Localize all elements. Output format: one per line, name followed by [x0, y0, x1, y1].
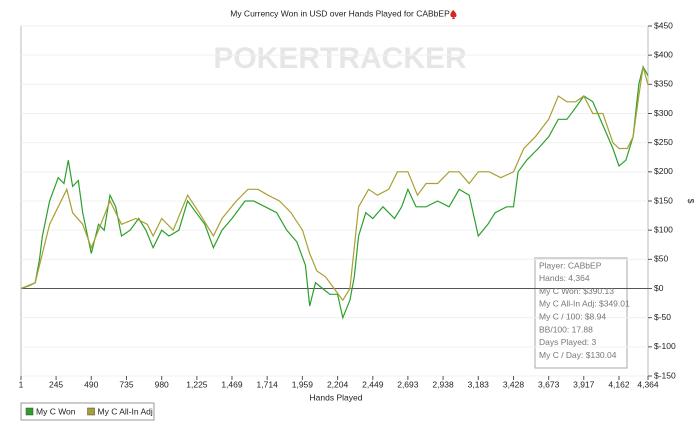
y-tick-label: $300 — [654, 108, 673, 118]
x-tick-label: 245 — [49, 379, 63, 389]
x-tick-label: 490 — [84, 379, 98, 389]
watermark: POKERTRACKER — [213, 42, 467, 75]
x-tick-label: 3,917 — [573, 379, 595, 389]
x-tick-label: 1,959 — [292, 379, 314, 389]
y-tick-label: $100 — [654, 224, 673, 234]
x-tick-label: 735 — [119, 379, 133, 389]
info-line: Days Played: 3 — [539, 337, 596, 347]
y-tick-label: $150 — [654, 195, 673, 205]
info-line: My C / Day: $130.04 — [539, 350, 617, 360]
y-tick-label: $400 — [654, 49, 673, 59]
spade-icon — [450, 10, 457, 19]
y-tick-label: $-150 — [654, 370, 676, 380]
legend-label: My C All-In Adj — [98, 406, 153, 416]
y-tick-label: $0 — [654, 283, 664, 293]
y-tick-label: $50 — [654, 254, 668, 264]
x-tick-label: 1,714 — [257, 379, 279, 389]
legend-label: My C Won — [36, 406, 76, 416]
chart-title: My Currency Won in USD over Hands Played… — [230, 8, 450, 18]
info-line: My C / 100: $8.94 — [539, 311, 606, 321]
x-tick-label: 1,225 — [186, 379, 208, 389]
x-tick-label: 3,428 — [503, 379, 525, 389]
y-tick-label: $450 — [654, 20, 673, 30]
legend-swatch — [25, 407, 34, 416]
x-tick-label: 1,469 — [221, 379, 243, 389]
y-tick-label: $-50 — [654, 312, 671, 322]
info-box — [534, 257, 628, 369]
x-tick-label: 2,938 — [432, 379, 454, 389]
legend-swatch — [87, 407, 95, 416]
info-line: Hands: 4,364 — [539, 273, 590, 283]
y-tick-label: $-100 — [654, 341, 676, 351]
info-line: BB/100: 17.88 — [539, 324, 593, 334]
x-tick-label: 2,204 — [327, 379, 349, 389]
y-tick-label: $250 — [654, 137, 673, 147]
x-tick-label: 2,693 — [397, 379, 419, 389]
x-tick-label: 1 — [19, 379, 24, 389]
x-tick-label: 2,449 — [362, 379, 384, 389]
y-tick-label: $200 — [654, 166, 673, 176]
x-axis-label: Hands Played — [310, 392, 363, 402]
x-tick-label: 3,183 — [468, 379, 490, 389]
x-tick-label: 4,364 — [637, 379, 659, 389]
info-line: My C All-In Adj: $349.01 — [539, 299, 630, 309]
info-line: Player: CABbEP — [539, 260, 602, 270]
x-tick-label: 4,162 — [608, 379, 630, 389]
series-line — [20, 66, 649, 302]
y-tick-label: $350 — [654, 79, 673, 89]
x-tick-label: 980 — [155, 379, 169, 389]
y-axis-label: $ — [686, 199, 696, 204]
info-line: My C Won: $390.13 — [539, 286, 614, 296]
x-tick-label: 3,673 — [538, 379, 560, 389]
